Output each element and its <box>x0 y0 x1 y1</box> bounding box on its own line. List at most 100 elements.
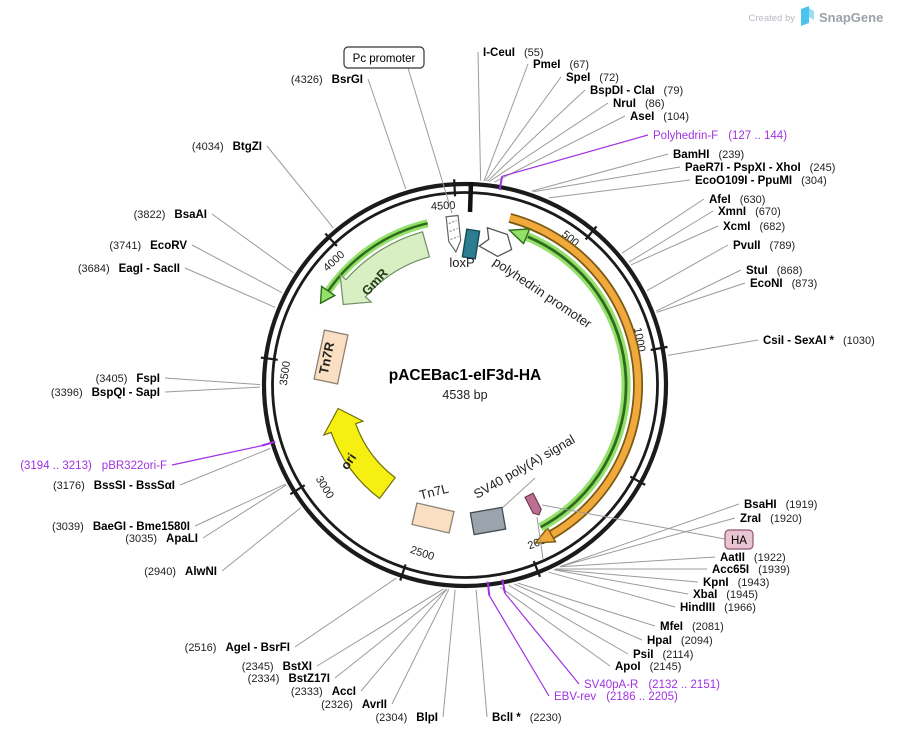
site-label: PmeI (67) <box>533 59 589 71</box>
site-label: XbaI (1945) <box>693 589 758 601</box>
plasmid-backbone-ring <box>261 181 669 589</box>
site-leader-line <box>559 556 716 568</box>
primer-leader-line <box>501 134 649 177</box>
site-leader-line <box>646 244 729 292</box>
primer-label: (3194 .. 3213) pBR322ori-F <box>20 460 167 472</box>
site-label: CsiI - SexAI * (1030) <box>763 335 875 347</box>
site-label: AatII (1922) <box>720 552 786 564</box>
site-label: (3035) ApaLI <box>125 533 198 545</box>
pc-promoter-label: Pc promoter <box>353 53 416 65</box>
site-leader-line <box>553 569 689 595</box>
site-leader-line <box>531 153 669 192</box>
site-leader-line <box>221 507 302 572</box>
site-label: SpeI (72) <box>566 72 619 84</box>
plasmid-size: 4538 bp <box>442 388 487 402</box>
site-label: NruI (86) <box>613 98 665 110</box>
site-leader-line <box>621 198 705 254</box>
leader-lines <box>164 51 759 718</box>
site-leader-line <box>477 51 482 181</box>
site-label: KpnI (1943) <box>703 577 769 589</box>
site-leader-line <box>484 76 562 182</box>
tick-mark <box>324 232 338 247</box>
site-label: MfeI (2081) <box>660 621 724 633</box>
site-leader-line <box>391 589 450 705</box>
site-label: PaeR7I - PspXI - XhoI (245) <box>685 162 835 174</box>
site-label: (3684) EagI - SacII <box>78 263 180 275</box>
tn7l-box <box>411 502 455 534</box>
site-leader-line <box>442 589 456 718</box>
site-label: (2940) AlwNI <box>144 566 217 578</box>
site-leader-line <box>211 213 294 274</box>
site-label: (2326) AvrII <box>321 699 387 711</box>
primer-ring-tick <box>486 581 491 596</box>
site-leader-line <box>560 503 740 567</box>
eif3d-orange-arc <box>508 214 642 539</box>
gmr-arrow-band <box>339 231 431 306</box>
site-leader-line <box>475 589 488 718</box>
site-label: (3741) EcoRV <box>109 240 187 252</box>
site-label: (2345) BstXI <box>242 661 312 673</box>
ha-tag-glyph <box>524 492 542 516</box>
gmr-gene-arrowhead <box>319 285 337 305</box>
site-leader-line <box>517 582 656 627</box>
tn7l-label: Tn7L <box>418 481 450 503</box>
ha-label: HA <box>731 535 747 547</box>
tick-mark <box>289 484 306 496</box>
polyhedrin-promoter-arrow <box>478 226 513 258</box>
site-leader-line <box>483 63 529 182</box>
eif3d-green-arrowhead <box>507 228 531 245</box>
gmr-gene-arc <box>326 222 428 293</box>
site-leader-line <box>489 102 609 182</box>
site-leader-line <box>533 166 681 193</box>
site-label: (3396) BspQI - SapI <box>51 387 160 399</box>
site-leader-line <box>487 89 586 182</box>
site-leader-line <box>194 483 286 527</box>
site-label: BclI * (2230) <box>492 712 562 724</box>
tick-label: 4500 <box>431 200 456 213</box>
site-leader-line <box>548 571 676 608</box>
site-label: (2516) AgeI - BsrFI <box>185 642 290 654</box>
primer-ring-tick <box>498 176 504 191</box>
tick-mark <box>629 475 646 486</box>
snapgene-icon <box>801 6 814 26</box>
primer-leader-line <box>504 592 580 685</box>
sv40-polya-label: SV40 poly(A) signal <box>471 431 577 501</box>
pc-promoter-leader <box>407 67 453 214</box>
primer-label: Polyhedrin-F (127 .. 144) <box>653 130 787 142</box>
site-leader-line <box>202 484 287 539</box>
feature-arcs <box>319 213 644 544</box>
sv40-polya-box <box>469 506 507 536</box>
site-label: (3405) FspI <box>96 373 160 385</box>
primer-annotations: Polyhedrin-F (127 .. 144) SV40pA-R (2132 ..… <box>20 130 787 703</box>
site-label: EcoNI (873) <box>750 278 817 290</box>
origin-tick <box>467 181 474 213</box>
site-label: Acc65I (1939) <box>712 564 790 576</box>
site-label: I-CeuI (55) <box>483 47 544 59</box>
site-leader-line <box>191 244 283 294</box>
tick-mark <box>650 345 668 352</box>
site-leader-line <box>499 586 611 667</box>
site-label: (3176) BssSI - BssSαI <box>53 480 175 492</box>
site-leader-line <box>184 267 276 308</box>
site-leader-line <box>554 569 699 583</box>
primer-label: SV40pA-R (2132 .. 2151) <box>584 679 720 691</box>
sv40-label-leader <box>498 477 536 512</box>
site-leader-line <box>494 115 626 183</box>
site-leader-line <box>164 386 261 393</box>
site-label: EcoO109I - PpuMI (304) <box>695 175 827 187</box>
primer-ring-tick <box>501 579 506 594</box>
site-label: (2333) AccI <box>291 686 356 698</box>
site-leader-line <box>656 282 746 313</box>
site-label: StuI (868) <box>746 265 802 277</box>
tick-label: 3000 <box>313 474 336 501</box>
snapgene-watermark: Created by SnapGene <box>749 6 883 26</box>
site-label: (4326) BsrGI <box>291 74 363 86</box>
primer-leader-line <box>488 595 550 697</box>
ha-label-leader <box>541 504 726 540</box>
tn7r-box <box>313 329 349 385</box>
tick-label: 3500 <box>278 360 293 386</box>
site-label: PsiI (2114) <box>633 649 693 661</box>
tick-mark <box>260 356 278 361</box>
